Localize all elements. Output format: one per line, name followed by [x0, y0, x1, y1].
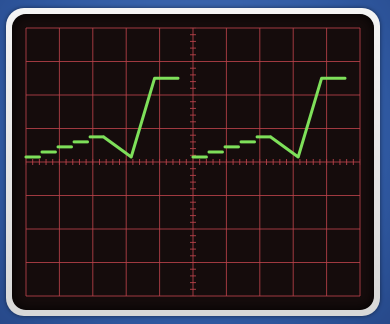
- green-trace: [24, 76, 347, 159]
- oscilloscope-screen: [12, 14, 374, 310]
- trace-ramp: [101, 76, 180, 159]
- scope-display: [24, 27, 361, 297]
- graticule-grid: [25, 27, 361, 297]
- trace-ramp: [268, 76, 347, 159]
